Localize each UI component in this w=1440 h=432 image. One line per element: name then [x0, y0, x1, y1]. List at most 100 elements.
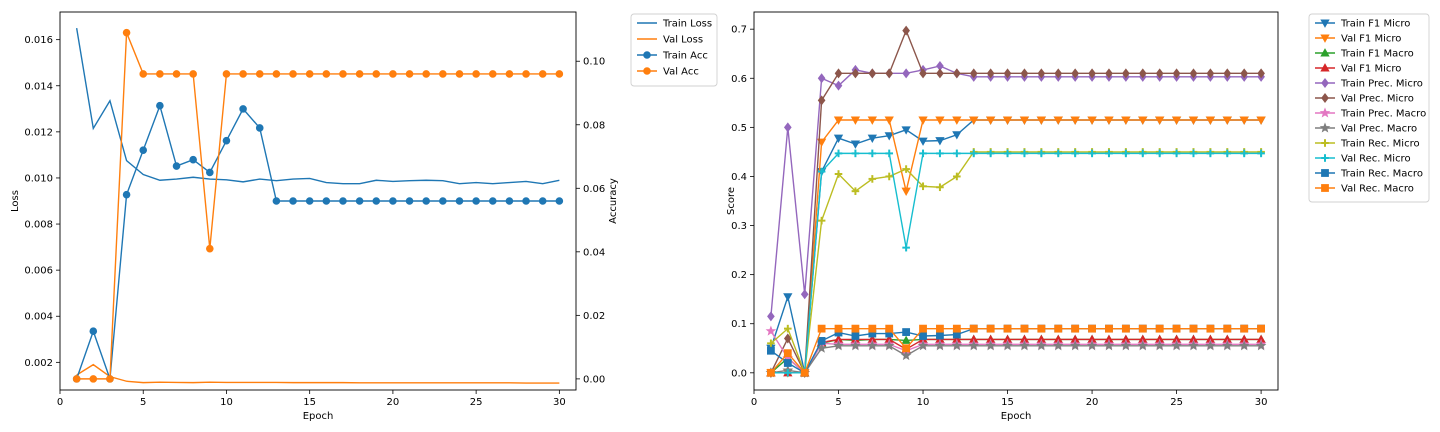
- val-rec-micro-point: [902, 243, 910, 252]
- y-tick-label: 0.002: [24, 358, 53, 369]
- legend-swatch-marker: [1320, 48, 1330, 57]
- val-acc-point: [355, 70, 364, 78]
- val-rec-macro-point: [885, 324, 894, 333]
- val-rec-macro-point: [1088, 324, 1096, 333]
- score-plot-area: [765, 25, 1267, 378]
- val-acc-point: [272, 70, 281, 78]
- val-rec-micro-point: [817, 167, 826, 176]
- val-prec-micro-point: [1122, 68, 1130, 79]
- loss-accuracy-legend-box: [630, 13, 718, 87]
- val-prec-micro-point: [953, 68, 961, 79]
- val-rec-micro-point: [1206, 149, 1215, 158]
- val-prec-micro-point: [1105, 68, 1113, 79]
- score-val-rec-micro-series: [767, 149, 1265, 377]
- legend-swatch-marker: [1319, 122, 1331, 133]
- val-prec-macro-point: [1154, 340, 1165, 351]
- val-prec-macro-point: [951, 340, 963, 351]
- train-rec-micro-point: [885, 172, 894, 181]
- val-rec-micro-point: [1257, 149, 1265, 158]
- score-legend-entry: Train Rec. Macro: [1315, 169, 1423, 180]
- train-f1-micro-point: [918, 137, 928, 146]
- val-acc-point: [156, 70, 164, 78]
- train-acc-point: [89, 327, 98, 336]
- train-acc-point: [289, 197, 297, 205]
- train-rec-macro-line: [770, 327, 1262, 374]
- legend-label: Val Prec. Micro: [1341, 94, 1414, 105]
- train-acc-point: [522, 197, 530, 205]
- val-prec-micro-line: [770, 28, 1262, 376]
- y-tick-label: 0.06: [583, 184, 605, 195]
- val-prec-micro-point: [1155, 68, 1164, 79]
- train-prec-macro-line: [770, 330, 1262, 374]
- accuracy-axis-label: Accuracy: [608, 178, 619, 224]
- x-tick-label: 5: [140, 397, 146, 408]
- val-prec-macro-point: [900, 350, 912, 361]
- legend-swatch-marker: [1321, 77, 1329, 89]
- train-acc-point: [422, 197, 430, 205]
- val-rec-macro-point: [1105, 324, 1113, 333]
- val-rec-macro-point: [1121, 324, 1130, 333]
- loss-accuracy-right-y-ticks: 0.00 0.02 0.04 0.06 0.08 0.10: [576, 57, 605, 385]
- val-prec-macro-point: [833, 340, 844, 351]
- loss-accuracy-plot-area: [72, 28, 564, 384]
- val-prec-micro-point: [1020, 68, 1029, 79]
- val-f1-micro-point: [1222, 116, 1232, 125]
- score-y-axis-label: Score: [726, 187, 737, 215]
- train-f1-micro-line: [770, 119, 1262, 373]
- train-rec-micro-point: [936, 183, 944, 192]
- val-acc-point: [322, 70, 331, 78]
- val-prec-macro-point: [985, 340, 996, 351]
- val-prec-macro-point: [1188, 340, 1199, 351]
- val-prec-macro-point: [917, 340, 929, 351]
- val-rec-macro-point: [1257, 324, 1265, 333]
- val-f1-micro-point: [1138, 116, 1148, 125]
- loss-accuracy-legend: Train Loss Val Loss Train Acc Val Acc: [630, 13, 718, 87]
- train-acc-line: [75, 103, 560, 380]
- loss-accuracy-x-ticks: 0 5 10 15 20 25 30: [57, 390, 566, 408]
- train-acc-point: [372, 197, 381, 205]
- score-legend-entry: Val Rec. Micro: [1315, 154, 1411, 165]
- train-rec-micro-point: [817, 216, 826, 225]
- val-acc-point: [522, 70, 530, 78]
- val-rec-macro-point: [969, 324, 978, 333]
- val-f1-micro-point: [1087, 116, 1097, 125]
- loss-accuracy-legend-entry: Train Loss: [637, 19, 712, 30]
- val-f1-micro-point: [1239, 116, 1249, 125]
- val-rec-micro-point: [1071, 149, 1079, 158]
- val-rec-micro-point: [1240, 149, 1248, 158]
- y-tick-label: 0.1: [731, 319, 747, 330]
- val-prec-macro-point: [1120, 340, 1132, 351]
- train-loss-line: [75, 28, 560, 185]
- val-acc-point: [239, 70, 247, 78]
- val-prec-micro-point: [1206, 68, 1215, 79]
- train-prec-micro-point: [834, 80, 843, 91]
- val-rec-macro-point: [902, 344, 911, 353]
- score-val-prec-macro-series: [765, 340, 1267, 378]
- legend-label: Train Acc: [662, 51, 708, 62]
- val-rec-micro-point: [1020, 149, 1029, 158]
- val-rec-micro-point: [1189, 149, 1198, 158]
- legend-swatch-marker: [643, 67, 651, 75]
- val-rec-macro-point: [919, 324, 927, 333]
- val-f1-micro-point: [1002, 116, 1013, 125]
- legend-label: Val Rec. Micro: [1341, 154, 1411, 165]
- y-tick-label: 0.08: [583, 120, 605, 131]
- train-f1-macro-point: [901, 335, 911, 344]
- score-val-f1-micro-series: [766, 334, 1266, 377]
- val-f1-micro-point: [1155, 116, 1165, 125]
- val-rec-macro-point: [1240, 324, 1249, 333]
- val-prec-micro-point: [1189, 68, 1198, 79]
- train-f1-micro-point: [884, 132, 894, 141]
- score-val-prec-micro-series: [767, 25, 1265, 378]
- val-rec-macro-point: [936, 324, 944, 333]
- val-prec-macro-point: [1255, 340, 1267, 351]
- val-loss-line: [76, 363, 560, 384]
- val-prec-micro-point: [834, 68, 843, 79]
- val-prec-micro-point: [919, 68, 927, 79]
- x-tick-label: 10: [220, 397, 233, 408]
- train-acc-point: [488, 197, 497, 205]
- val-rec-macro-point: [851, 324, 860, 333]
- val-prec-macro-point: [934, 340, 946, 351]
- train-f1-micro-point: [901, 126, 911, 135]
- val-acc-point: [89, 375, 98, 383]
